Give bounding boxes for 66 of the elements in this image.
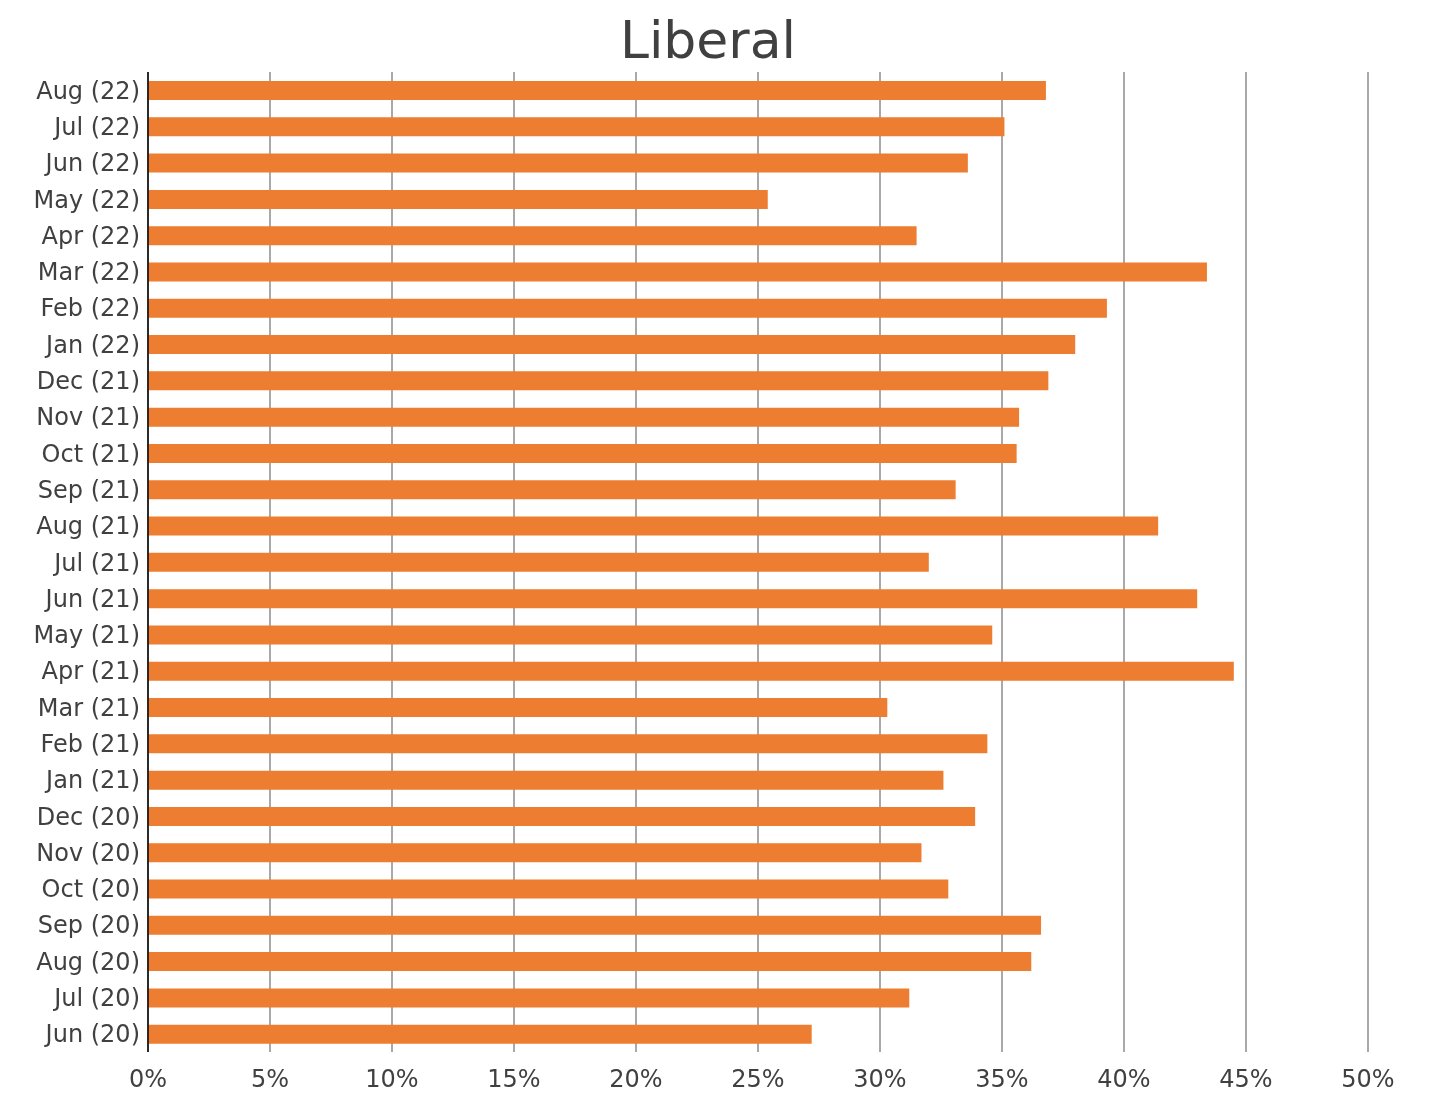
y-tick-label: Aug (21) bbox=[36, 512, 140, 541]
bar bbox=[148, 443, 1017, 463]
y-tick-label: Nov (21) bbox=[36, 403, 140, 432]
bar bbox=[148, 806, 976, 826]
y-tick-label: Sep (21) bbox=[37, 475, 140, 504]
bar bbox=[148, 117, 1005, 137]
bar bbox=[148, 734, 988, 754]
bar bbox=[148, 189, 768, 209]
x-tick-label: 40% bbox=[1097, 1065, 1151, 1094]
bar bbox=[148, 879, 949, 899]
bar bbox=[148, 81, 1046, 100]
y-tick-label: Mar (22) bbox=[37, 258, 140, 287]
x-tick-label: 5% bbox=[250, 1065, 290, 1094]
y-tick-label: Apr (22) bbox=[41, 221, 140, 250]
bar bbox=[148, 153, 968, 173]
y-tick-label: May (22) bbox=[33, 185, 140, 214]
y-tick-label: Jun (20) bbox=[43, 1020, 140, 1049]
y-tick-label: Mar (21) bbox=[37, 693, 140, 722]
y-tick-label: Jan (22) bbox=[44, 330, 140, 359]
chart-title: Liberal bbox=[618, 9, 798, 72]
y-tick-label: Apr (21) bbox=[41, 657, 140, 686]
x-tick-label: 25% bbox=[731, 1065, 785, 1094]
y-tick-label: Sep (20) bbox=[37, 911, 140, 940]
bar bbox=[148, 516, 1159, 536]
x-tick-label: 0% bbox=[128, 1065, 168, 1094]
y-tick-label: Feb (22) bbox=[40, 294, 140, 323]
bar bbox=[148, 589, 1198, 609]
x-tick-label: 45% bbox=[1219, 1065, 1273, 1094]
x-tick-label: 50% bbox=[1341, 1065, 1395, 1094]
bar bbox=[148, 226, 917, 246]
bar bbox=[148, 952, 1032, 972]
y-tick-label: Nov (20) bbox=[36, 838, 140, 867]
bar bbox=[148, 625, 993, 645]
bar bbox=[148, 988, 910, 1008]
y-tick-label: Aug (20) bbox=[36, 947, 140, 976]
x-tick-label: 15% bbox=[487, 1065, 541, 1094]
y-tick-label: Jul (21) bbox=[52, 548, 140, 577]
bar bbox=[148, 371, 1049, 391]
y-tick-label: Oct (21) bbox=[41, 439, 140, 468]
bar bbox=[148, 335, 1076, 355]
y-tick-label: Jun (22) bbox=[43, 149, 140, 178]
bar bbox=[148, 843, 922, 863]
y-tick-label: May (21) bbox=[33, 621, 140, 650]
y-tick-label: Dec (20) bbox=[36, 802, 140, 831]
y-tick-label: Oct (20) bbox=[41, 875, 140, 904]
bar bbox=[148, 262, 1207, 282]
bar bbox=[148, 480, 956, 500]
x-tick-label: 10% bbox=[365, 1065, 419, 1094]
bar bbox=[148, 698, 888, 718]
bar bbox=[148, 407, 1020, 427]
bar bbox=[148, 915, 1042, 935]
x-tick-label: 20% bbox=[609, 1065, 663, 1094]
y-tick-label: Feb (21) bbox=[40, 730, 140, 758]
bar bbox=[148, 298, 1107, 318]
y-tick-label: Jul (22) bbox=[52, 112, 140, 141]
y-tick-label: Dec (21) bbox=[36, 367, 140, 396]
y-tick-label: Aug (22) bbox=[36, 76, 140, 105]
bar bbox=[148, 1024, 812, 1044]
y-tick-label: Jun (21) bbox=[43, 584, 140, 613]
x-tick-label: 35% bbox=[975, 1065, 1029, 1094]
y-tick-label: Jul (20) bbox=[52, 984, 140, 1013]
bar bbox=[148, 552, 929, 572]
bar bbox=[148, 770, 944, 790]
x-tick-label: 30% bbox=[853, 1065, 907, 1094]
y-tick-label: Jan (21) bbox=[44, 766, 140, 795]
bar bbox=[148, 661, 1234, 681]
